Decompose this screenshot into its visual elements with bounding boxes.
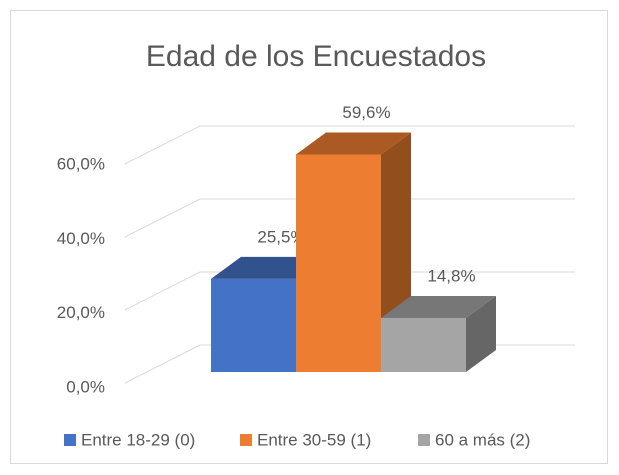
legend-label: Entre 18-29 (0) bbox=[81, 430, 195, 449]
legend-label: 60 a más (2) bbox=[435, 430, 530, 449]
legend-label: Entre 30-59 (1) bbox=[257, 430, 371, 449]
data-label: 59,6% bbox=[342, 103, 390, 122]
bar bbox=[296, 154, 381, 372]
legend-swatch bbox=[64, 434, 76, 446]
bar-top bbox=[296, 132, 411, 155]
y-tick-label: 20,0% bbox=[57, 303, 105, 322]
grid-line bbox=[124, 198, 575, 238]
y-tick-label: 40,0% bbox=[57, 229, 105, 248]
bar-top bbox=[381, 295, 496, 318]
grid-line bbox=[124, 271, 575, 311]
y-tick-label: 60,0% bbox=[57, 154, 105, 173]
bar-side bbox=[466, 295, 496, 372]
data-label: 25,5% bbox=[257, 227, 305, 246]
bar bbox=[381, 317, 466, 372]
legend-swatch bbox=[240, 434, 252, 446]
y-tick-label: 0,0% bbox=[66, 377, 105, 396]
chart-title: Edad de los Encuestados bbox=[146, 40, 486, 73]
bar bbox=[211, 278, 296, 372]
data-label: 14,8% bbox=[427, 266, 475, 285]
grid-line bbox=[124, 125, 575, 165]
legend-swatch bbox=[418, 434, 430, 446]
